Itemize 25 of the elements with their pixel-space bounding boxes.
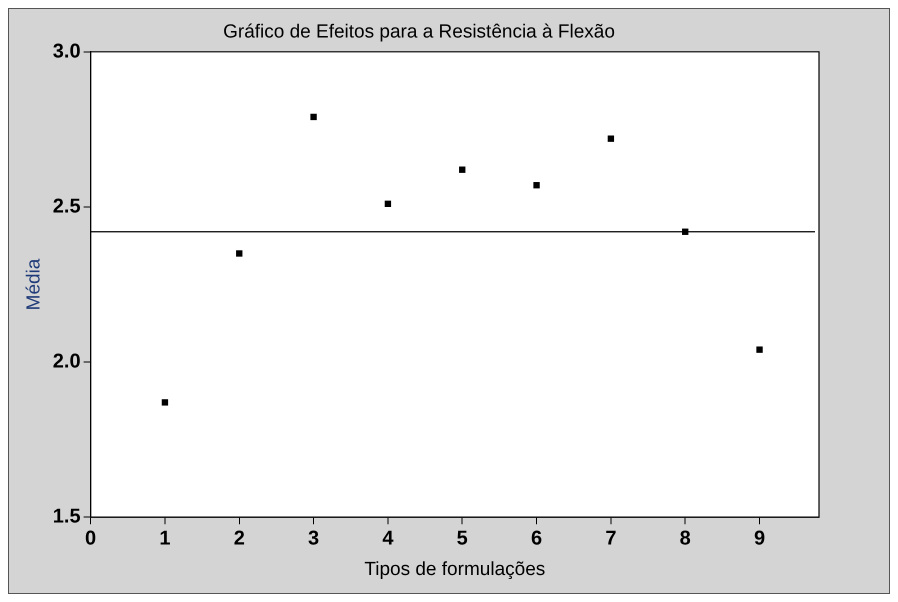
point xyxy=(310,114,317,120)
x-tick-label: 8 xyxy=(680,528,691,550)
point xyxy=(384,200,392,208)
point xyxy=(236,250,242,257)
point xyxy=(162,399,168,406)
y-tick-label: 2.0 xyxy=(52,350,81,373)
y-axis-title: Média xyxy=(24,258,45,310)
x-tick-label: 5 xyxy=(456,528,468,550)
point xyxy=(608,135,614,142)
x-tick-label: 9 xyxy=(754,528,766,550)
x-tick-label: 0 xyxy=(85,528,96,550)
x-axis-title: Tipos de formulações xyxy=(364,558,546,580)
point xyxy=(459,166,466,173)
x-tick-label: 4 xyxy=(382,528,394,550)
x-tick-label: 7 xyxy=(605,528,616,550)
point xyxy=(533,182,540,188)
y-tick-label: 1.5 xyxy=(52,506,81,528)
point xyxy=(756,346,763,353)
y-tick-label: 3.0 xyxy=(52,40,81,62)
x-tick-label: 2 xyxy=(234,528,245,550)
x-tick-label: 1 xyxy=(159,528,170,550)
x-tick-label: 3 xyxy=(308,528,320,550)
x-tick-label: 6 xyxy=(531,528,542,550)
chart-title: Gráfico de Efeitos para a Resistência à Flexão xyxy=(223,22,615,43)
y-tick-label: 2.5 xyxy=(52,195,81,218)
